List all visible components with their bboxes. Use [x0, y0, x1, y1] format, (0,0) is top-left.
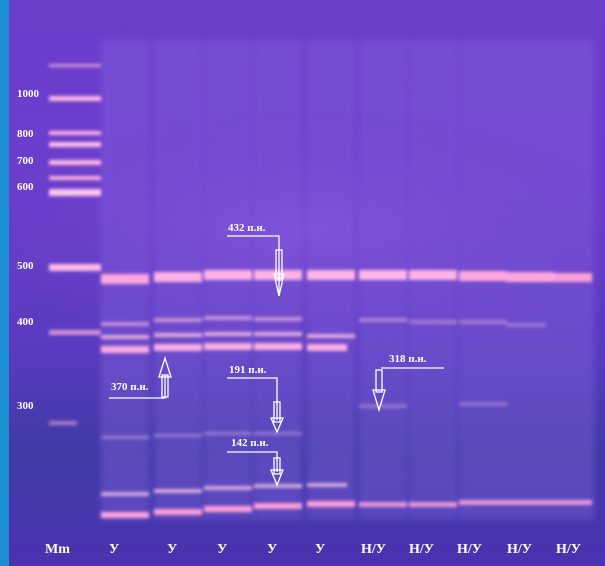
- lane-label-8: Н/У: [457, 542, 483, 557]
- ladder-label-500: 500: [17, 260, 34, 272]
- lane-label-3: У: [217, 542, 228, 557]
- gel-bands: [9, 40, 605, 520]
- lane-label-marker: Mm: [45, 542, 70, 557]
- lane-label-1: У: [109, 542, 120, 557]
- lane-label-5: У: [315, 542, 326, 557]
- sample-bands: [101, 270, 592, 518]
- lane-label-4: У: [267, 542, 278, 557]
- lane-label-6: Н/У: [361, 542, 387, 557]
- lane-label-9: Н/У: [507, 542, 533, 557]
- annotation-318bp: 318 п.н.: [389, 353, 427, 365]
- ladder-label-800: 800: [17, 128, 34, 140]
- ladder-label-1000: 1000: [17, 88, 39, 100]
- lane-label-10: Н/У: [556, 542, 582, 557]
- ladder-bands: [49, 64, 101, 425]
- gel-image: 1000 800 700 600 500 400 300 432 п.н. 37…: [9, 0, 605, 566]
- ladder-label-400: 400: [17, 316, 34, 328]
- annotation-370bp: 370 п.н.: [111, 381, 149, 393]
- annotation-432bp: 432 п.н.: [228, 222, 266, 234]
- ladder-label-300: 300: [17, 400, 34, 412]
- annotation-arrows: [109, 235, 444, 487]
- lane-label-7: Н/У: [409, 542, 435, 557]
- annotation-191bp: 191 п.н.: [229, 364, 267, 376]
- ladder-label-600: 600: [17, 181, 34, 193]
- ladder-label-700: 700: [17, 155, 34, 167]
- lane-label-2: У: [167, 542, 178, 557]
- annotation-142bp: 142 п.н.: [231, 437, 269, 449]
